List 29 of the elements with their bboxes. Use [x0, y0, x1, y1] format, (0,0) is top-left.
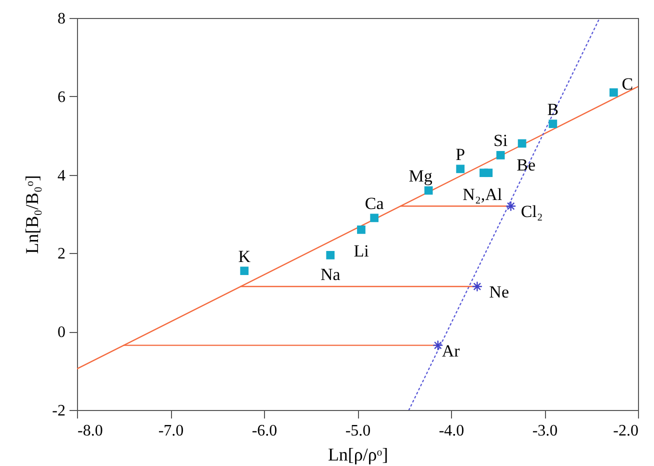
annotation: Cl₂ [520, 202, 543, 222]
x-axis-title: Ln[ρ/ρᵒ] [328, 444, 388, 464]
annotation: Ne [489, 282, 510, 302]
annotation: Si [493, 131, 508, 150]
x-tick-label: -6.0 [252, 422, 278, 440]
x-tick-label: -3.0 [532, 422, 558, 440]
x-tick-label: -8.0 [78, 422, 103, 440]
x-tick-label: -7.0 [158, 422, 184, 440]
annotation: P [456, 144, 466, 164]
annotation: Li [354, 242, 370, 261]
y-tick-label: 4 [58, 167, 66, 184]
x-tick-label: -4.0 [438, 422, 464, 440]
y-tick-label: 8 [58, 10, 66, 28]
y-tick-label: 0 [58, 324, 66, 342]
annotation: C [622, 74, 634, 94]
x-tick-label: -5.0 [345, 422, 371, 440]
annotation: B [547, 100, 559, 119]
y-tick-label: 2 [58, 246, 66, 263]
x-tick-label: -2.0 [613, 422, 638, 440]
annotation: K [238, 246, 252, 266]
annotation: Be [516, 155, 536, 174]
annotation: Ar [442, 341, 460, 360]
annotation: N₂,Al [462, 184, 502, 204]
annotation: Na [320, 265, 341, 284]
annotation: Mg [408, 166, 433, 186]
y-tick-label: 6 [58, 88, 66, 106]
annotation: Ca [364, 194, 384, 213]
y-axis-title: Ln[B₀/B₀ᵒ] [22, 175, 42, 254]
y-tick-label: -2 [52, 402, 66, 420]
